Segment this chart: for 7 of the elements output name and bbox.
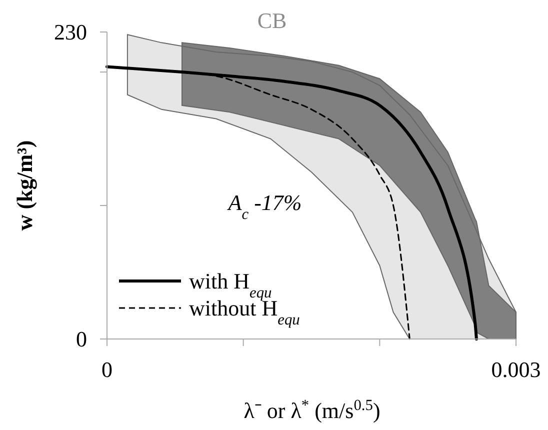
x-axis-title: λ⁻ or λ$^{*}$ (m/s$^{0.5}$) [244, 396, 380, 423]
chart-title: CB [257, 8, 287, 33]
annotation: A$_{c}$ -17% [226, 190, 302, 222]
x-tick-label: 0.003 [491, 357, 541, 382]
y-axis-title: w (kg/m³) [12, 140, 37, 231]
legend-label: with H$_{equ}$ [189, 268, 272, 302]
y-tick-label: 230 [54, 20, 87, 45]
